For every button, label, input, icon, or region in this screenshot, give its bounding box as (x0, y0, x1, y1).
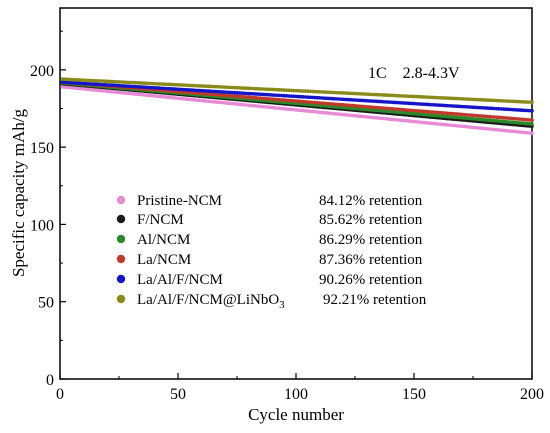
data-point (530, 122, 534, 126)
legend-retention-pristine-ncm: 84.12% retention (319, 193, 423, 209)
data-point (530, 131, 534, 136)
legend-entry-la-ncm: La/NCM 87.36% retention (116, 252, 423, 268)
data-point (530, 118, 534, 122)
legend: Pristine-NCM 84.12% retention F/NCM 85.6… (116, 193, 427, 311)
legend-retention-la-al-f-ncm: 90.26% retention (319, 272, 423, 288)
legend-label-f-ncm: F/NCM (137, 212, 184, 228)
plot-frame (59, 7, 533, 380)
legend-entry-f-ncm: F/NCM 85.62% retention (116, 212, 423, 228)
series-la-al-f-ncm-linbo3 (60, 77, 534, 105)
legend-label-la-al-f-ncm: La/Al/F/NCM (137, 272, 223, 288)
legend-marker-la-al-f-ncm (116, 274, 126, 284)
y-tick-label: 100 (30, 217, 54, 234)
legend-entry-pristine-ncm: Pristine-NCM 84.12% retention (116, 193, 423, 209)
legend-retention-la-al-f-ncm-linbo3: 92.21% retention (323, 292, 427, 308)
series-pristine-ncm (60, 85, 534, 136)
y-tick-label: 200 (30, 63, 54, 80)
series-la-ncm (60, 80, 534, 122)
legend-marker-la-ncm (116, 254, 126, 264)
series-layer (60, 77, 534, 136)
legend-label-la-al-f-ncm-linbo3: La/Al/F/NCM@LiNbO3 (137, 292, 285, 311)
series-la-al-f-ncm (60, 80, 534, 113)
legend-label-main: La/Al/F/NCM@LiNbO (137, 292, 279, 308)
x-tick-label: 100 (284, 386, 308, 403)
x-axis-label: Cycle number (248, 405, 344, 424)
data-point (530, 100, 534, 105)
legend-marker-la-al-f-ncm-linbo3 (116, 294, 126, 304)
x-tick-label: 200 (520, 386, 544, 403)
legend-retention-al-ncm: 86.29% retention (319, 232, 423, 248)
legend-retention-la-ncm: 87.36% retention (319, 252, 423, 268)
x-tick-label: 150 (402, 386, 426, 403)
y-tick-label: 0 (46, 372, 54, 389)
legend-entry-al-ncm: Al/NCM 86.29% retention (116, 232, 423, 248)
legend-retention-f-ncm: 85.62% retention (319, 212, 423, 228)
y-tick-label: 150 (30, 140, 54, 157)
legend-marker-al-ncm (116, 234, 126, 244)
data-point (530, 109, 534, 113)
ticks-layer: 0 50 100 150 200 0 50 100 150 200 (30, 30, 544, 403)
y-tick-label: 50 (38, 295, 54, 312)
legend-label-subscript: 3 (279, 299, 285, 311)
x-tick-label: 0 (56, 386, 64, 403)
legend-label-la-ncm: La/NCM (137, 252, 191, 268)
x-tick-label: 50 (170, 386, 186, 403)
legend-entry-la-al-f-ncm-linbo3: La/Al/F/NCM@LiNbO3 92.21% retention (116, 292, 427, 311)
legend-label-pristine-ncm: Pristine-NCM (137, 193, 222, 209)
legend-marker-pristine-ncm (116, 195, 126, 205)
legend-label-al-ncm: Al/NCM (137, 232, 190, 248)
condition-annotation: 1C 2.8-4.3V (368, 65, 460, 82)
legend-marker-f-ncm (116, 214, 126, 224)
y-axis-label: Specific capacity mAh/g (9, 108, 28, 277)
legend-entry-la-al-f-ncm: La/Al/F/NCM 90.26% retention (116, 272, 423, 288)
